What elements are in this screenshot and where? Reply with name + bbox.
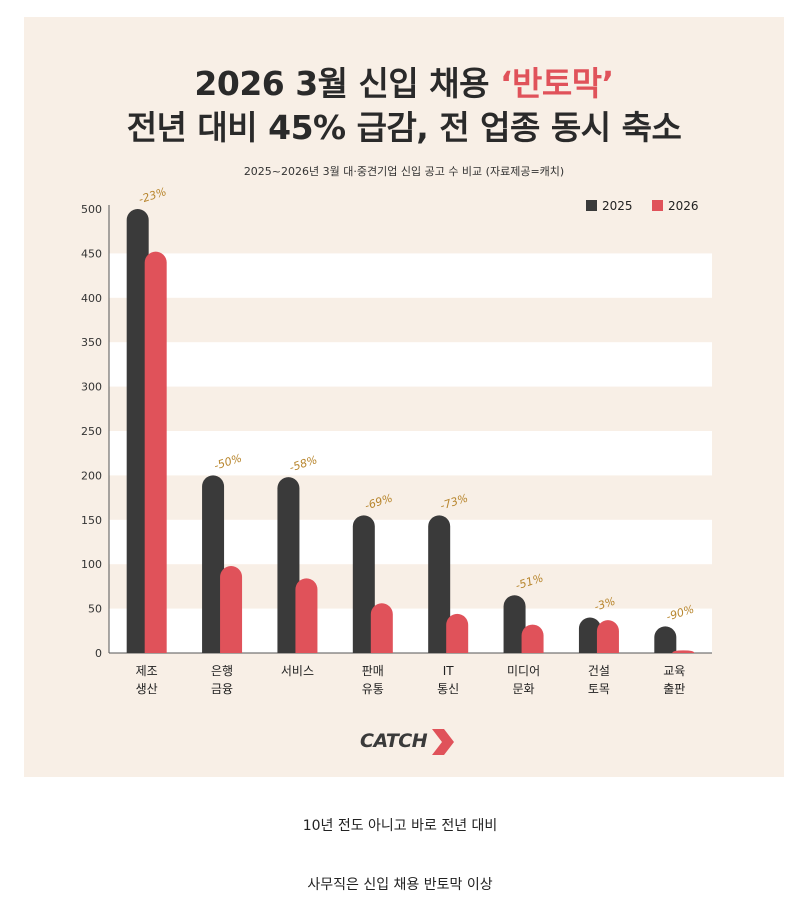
y-tick-label: 450 xyxy=(81,247,102,260)
bar-2025 xyxy=(428,515,451,653)
change-label: -51% xyxy=(514,571,545,592)
chevron-arrow-icon xyxy=(432,729,454,755)
bar-2025 xyxy=(503,595,526,653)
x-category-label: 통신 xyxy=(437,682,459,696)
bar-2026 xyxy=(144,251,167,653)
legend-label-2025: 2025 xyxy=(602,199,633,213)
y-tick-label: 150 xyxy=(81,514,102,527)
x-category-label: 미디어 xyxy=(507,664,540,678)
bar-2026 xyxy=(370,603,393,653)
x-category-label: 유통 xyxy=(362,682,384,696)
grid-band xyxy=(109,342,712,387)
x-category-label: 제조 xyxy=(136,664,158,678)
bar-2025 xyxy=(202,475,225,653)
grid-band xyxy=(109,608,712,653)
chart-title-line1: 2026 3월 신입 채용 ‘반토막’ xyxy=(24,57,784,105)
bar-2026 xyxy=(596,620,619,653)
bar-2025 xyxy=(654,626,677,653)
chart-subtitle: 2025~2026년 3월 대·중견기업 신입 공고 수 비교 (자료제공=캐치… xyxy=(243,165,565,178)
bar-2025 xyxy=(126,209,149,653)
legend-label-2026: 2026 xyxy=(668,199,699,213)
x-category-label: 건설 xyxy=(588,664,610,678)
change-label: -73% xyxy=(439,491,470,512)
bar-2026 xyxy=(220,565,243,653)
legend-swatch-2025 xyxy=(586,200,597,211)
x-category-label: 금융 xyxy=(211,682,233,696)
change-label: -69% xyxy=(363,491,394,512)
y-tick-label: 350 xyxy=(81,336,102,349)
bar-2026 xyxy=(295,578,318,653)
x-category-label: 토목 xyxy=(588,682,610,696)
x-category-label: 판매 xyxy=(362,664,384,678)
grid-band xyxy=(109,253,712,298)
bar-2025 xyxy=(277,477,300,653)
caption-1: 10년 전도 아니고 바로 전년 대비 xyxy=(302,818,498,834)
y-tick-label: 500 xyxy=(81,203,102,216)
x-category-label: 문화 xyxy=(513,682,535,696)
caption-2: 사무직은 신입 채용 반토막 이상 xyxy=(307,877,493,893)
x-category-label: IT xyxy=(443,664,455,678)
legend-swatch-2026 xyxy=(652,200,663,211)
catch-logo: CATCH xyxy=(360,723,460,763)
y-tick-label: 100 xyxy=(81,558,102,571)
bar-2026 xyxy=(521,624,544,653)
title-accent: ‘반토막’ xyxy=(499,64,614,103)
x-category-label: 은행 xyxy=(211,663,233,678)
bar-2025 xyxy=(352,515,375,653)
infographic-panel: 2026 3월 신입 채용 ‘반토막’ 전년 대비 45% 급감, 전 업종 동… xyxy=(24,17,784,777)
bar-2025 xyxy=(578,617,601,653)
change-label: -3% xyxy=(593,595,617,614)
chart-title-line2: 전년 대비 45% 급감, 전 업종 동시 축소 xyxy=(126,108,682,147)
y-tick-label: 0 xyxy=(95,647,102,660)
logo-text: CATCH xyxy=(360,730,428,752)
y-tick-label: 50 xyxy=(88,603,102,616)
y-tick-label: 200 xyxy=(81,469,102,482)
y-tick-label: 250 xyxy=(81,425,102,438)
grid-band xyxy=(109,519,712,565)
x-category-label: 교육 xyxy=(663,664,685,678)
change-label: -23% xyxy=(137,185,168,206)
y-tick-label: 400 xyxy=(81,292,102,305)
title-prefix: 2026 3월 신입 채용 xyxy=(194,64,500,103)
bar-2026 xyxy=(672,650,695,653)
x-category-label: 출판 xyxy=(663,682,685,696)
x-category-label: 서비스 xyxy=(281,664,314,678)
x-category-label: 생산 xyxy=(136,682,158,696)
y-tick-label: 300 xyxy=(81,381,102,394)
grid-band xyxy=(109,431,712,476)
bar-2026 xyxy=(446,613,469,653)
